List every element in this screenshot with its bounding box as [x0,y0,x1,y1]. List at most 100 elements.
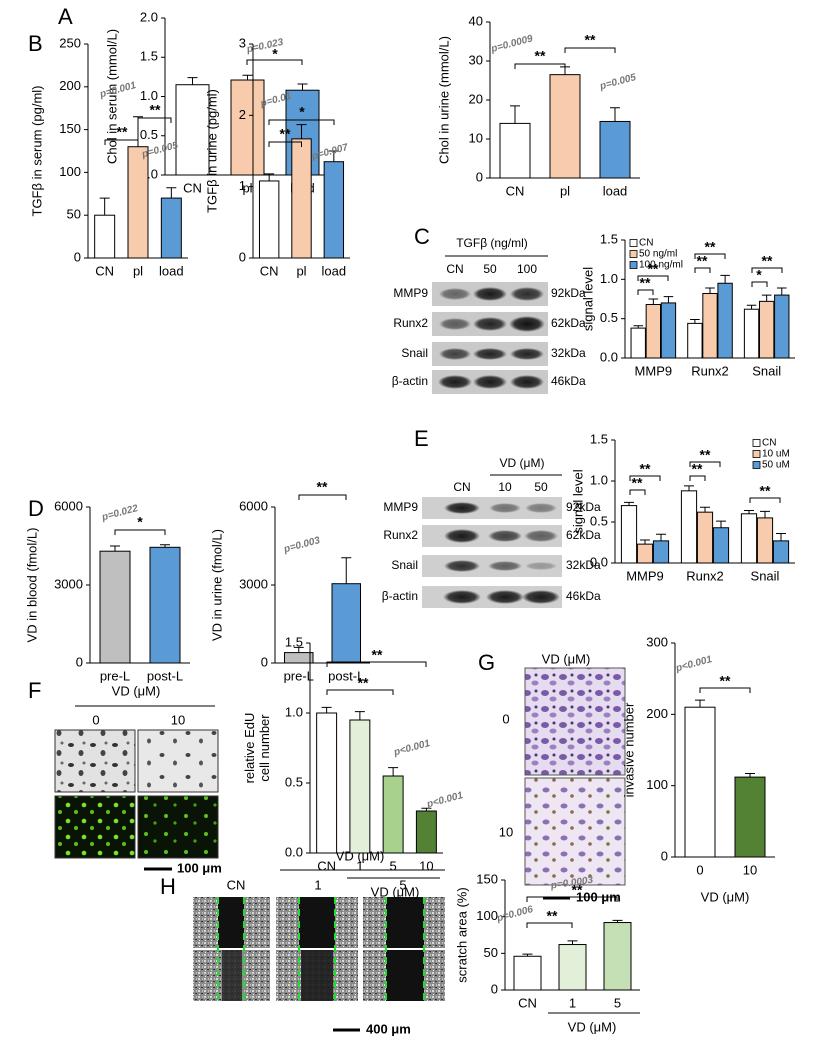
significance-bracket [694,253,726,259]
y-tick-label: 20 [469,91,483,106]
y-tick-label: 3000 [239,576,268,591]
error-bar [640,539,650,545]
x-tick-label: MMP9 [626,568,664,583]
image-column-label: 1 [314,877,321,892]
bar [558,944,587,991]
error-bar [695,699,705,708]
x-tick-label: pl [296,263,306,278]
bar [349,719,371,854]
error-bar [690,318,700,324]
y-tick-label: 2.0 [140,9,158,24]
p-value: p<0.001 [392,738,432,759]
significance-star: * [137,514,143,530]
p-value: p=0.003 [282,535,322,556]
bar [702,292,718,359]
blot-row-label: MMP9 [393,286,428,300]
y-tick-label: 50 [484,945,498,960]
image-column-label: CN [227,877,246,892]
lane-label: CN [453,480,470,494]
error-bar [264,173,275,181]
significance-bracket [514,63,566,69]
blot-size-label: 32kDa [551,346,586,360]
bar [734,776,766,858]
bar [684,706,716,858]
p-value: p=0.0009 [489,33,534,55]
significance-star: ** [317,479,328,495]
error-bar [716,520,726,528]
blot-row-label: Runx2 [393,316,428,330]
image-row-label: 0 [502,711,509,726]
legend-swatch [752,461,761,469]
error-bar [296,124,307,139]
blot-size-label: 62kDa [551,316,586,330]
x-tick-label: load [322,263,347,278]
error-bar [297,83,308,91]
legend-label: 50 uM [762,460,790,471]
blot-band [438,375,472,389]
y-tick-label: 0 [74,249,81,264]
y-tick-label: 300 [646,634,668,649]
y-axis-label: scratch area (%) [454,887,469,982]
significance-bracket [749,497,781,503]
blot-band [486,590,524,604]
y-axis-label: signal level [580,267,595,331]
blot-size-label: 92kDa [551,286,586,300]
bar [323,161,345,259]
x-tick-label: 5 [390,858,397,873]
x-tick-label: Snail [751,568,780,583]
bar [549,74,581,179]
y-tick-label: 0 [76,654,83,669]
y-axis-label: TGFβ in serum (pg/ml) [29,86,44,217]
blot-band [522,590,560,604]
bar [175,84,210,176]
significance-bracket [246,59,303,65]
x-tick-label: post-L [147,668,183,683]
y-tick-label: 1.5 [140,49,158,64]
significance-bracket [689,461,721,467]
error-bar [776,532,786,541]
bar [660,302,677,359]
bar [712,527,730,564]
x-tick-label: pl [133,263,143,278]
x-tick-label: 1 [356,858,363,873]
bar [680,490,698,564]
x-tick-label: CN [518,995,537,1010]
blot-band [525,503,557,513]
panel-label: G [478,650,495,675]
bar [258,180,280,259]
x-axis-label: VD (μM) [701,889,750,904]
significance-bracket [526,896,618,902]
significance-bracket [751,267,783,273]
blot-band [473,287,507,301]
y-axis-label: invasive number [621,702,636,797]
significance-bracket [137,117,172,123]
y-tick-label: 2 [239,107,246,122]
image-header: VD (μM) [542,651,591,666]
lane-label: 100 [517,262,537,276]
significance-bracket [326,689,394,695]
image-column-label: 5 [399,877,406,892]
bar [94,214,116,259]
blot-band [444,502,480,514]
p-value: p=0.006 [495,904,535,925]
error-bar [242,74,253,81]
image-header: VD (μM) [112,683,161,698]
image-column-label: 10 [171,712,185,727]
bar [756,517,774,564]
bar [743,308,760,359]
significance-star: ** [720,673,731,689]
legend-label: 50 ng/ml [639,249,677,260]
x-tick-label: 10 [419,858,433,873]
significance-star: ** [700,447,711,463]
x-tick-label: CN [506,183,525,198]
significance-star: ** [372,647,383,663]
y-tick-label: 10 [469,130,483,145]
significance-bracket [689,475,706,481]
panel-label: C [414,224,430,249]
x-tick-label: 1 [569,995,576,1010]
blot-band [524,530,558,542]
y-tick-label: 1.5 [590,431,608,446]
scratch [301,950,333,1001]
error-bar [187,77,198,85]
error-bar [354,711,365,720]
